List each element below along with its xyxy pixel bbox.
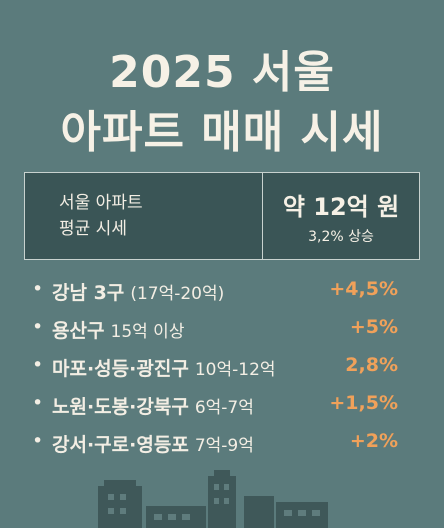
district-change: 2,8% — [345, 354, 398, 376]
city-skyline-illustration — [98, 470, 328, 528]
district-change: +5% — [349, 316, 398, 338]
district-name: 마포·성등·광진구 — [52, 358, 189, 380]
title-line-1: 2025 서울 — [109, 47, 335, 98]
bullet-icon: • — [32, 430, 44, 452]
district-change: +2% — [349, 430, 398, 452]
list-item: • 노원·도봉·강북구 6억-7억 +1,5% — [0, 392, 444, 422]
district-range: 10억-12억 — [194, 360, 276, 380]
district-range: 7억-9억 — [194, 436, 254, 456]
district-range: 6억-7억 — [194, 398, 254, 418]
district-range: 15억 이상 — [110, 322, 185, 342]
summary-label-line-1: 서울 아파트 — [59, 193, 143, 213]
district-range: (17억-20억) — [130, 284, 225, 304]
district-name: 강남 3구 — [52, 282, 125, 304]
average-price: 약 12억 원 — [282, 192, 400, 221]
district-change: +4,5% — [329, 278, 398, 300]
summary-label-line-2: 평균 시세 — [59, 219, 127, 239]
district-change: +1,5% — [329, 392, 398, 414]
summary-label: 서울 아파트 평균 시세 — [25, 173, 263, 259]
bullet-icon: • — [32, 392, 44, 414]
summary-value: 약 12억 원 3,2% 상승 — [263, 173, 419, 259]
list-item: • 용산구 15억 이상 +5% — [0, 316, 444, 346]
summary-box: 서울 아파트 평균 시세 약 12억 원 3,2% 상승 — [24, 172, 420, 260]
average-change: 3,2% 상승 — [308, 228, 374, 245]
list-item: • 마포·성등·광진구 10억-12억 2,8% — [0, 354, 444, 384]
bullet-icon: • — [32, 354, 44, 376]
list-item: • 강서·구로·영등포 7억-9억 +2% — [0, 430, 444, 460]
bullet-icon: • — [32, 278, 44, 300]
bullet-icon: • — [32, 316, 44, 338]
list-item: • 강남 3구 (17억-20억) +4,5% — [0, 278, 444, 308]
title-line-2: 아파트 매매 시세 — [60, 107, 384, 158]
district-name: 용산구 — [52, 320, 105, 342]
district-name: 강서·구로·영등포 — [52, 434, 189, 456]
district-name: 노원·도봉·강북구 — [52, 396, 189, 418]
